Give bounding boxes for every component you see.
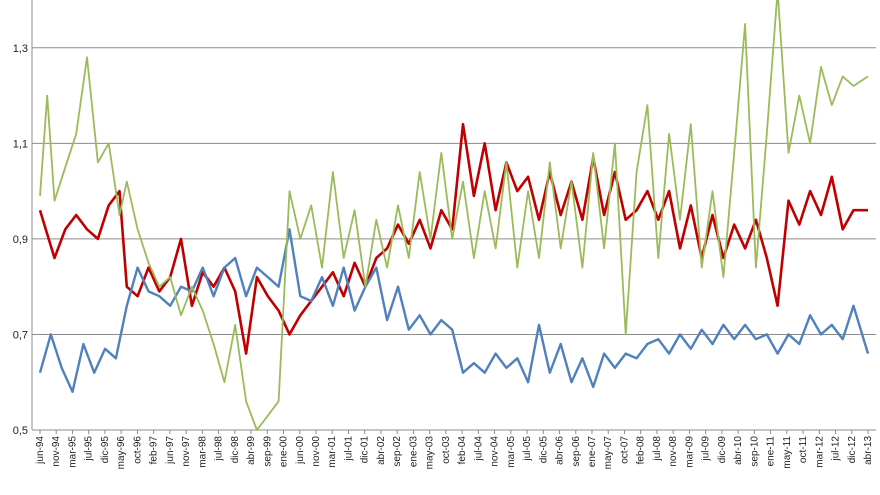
x-tick-label: jul-98 bbox=[214, 436, 225, 462]
x-axis-ticks: jun-94 nov-94 mar-95 jul-95 dic-95 may-96 oct-… bbox=[35, 430, 874, 469]
series-line-3 bbox=[39, 0, 869, 431]
x-tick-label: oct-96 bbox=[132, 436, 143, 464]
x-tick-label: dic-95 bbox=[100, 436, 111, 464]
x-tick-label: may-03 bbox=[425, 436, 436, 470]
x-tick-label: may-07 bbox=[603, 436, 614, 470]
x-tick-label: jun-97 bbox=[165, 436, 176, 465]
x-tick-label: dic-01 bbox=[360, 436, 371, 464]
x-tick-label: dic-12 bbox=[847, 436, 858, 464]
x-tick-label: abr-99 bbox=[246, 436, 257, 465]
x-tick-label: jul-01 bbox=[343, 436, 354, 462]
x-tick-label: ene-07 bbox=[587, 436, 598, 468]
x-tick-label: oct-07 bbox=[619, 436, 630, 464]
x-tick-label: dic-05 bbox=[538, 436, 549, 464]
x-tick-label: abr-10 bbox=[733, 436, 744, 465]
x-tick-label: sep-02 bbox=[392, 436, 403, 467]
x-tick-label: jul-12 bbox=[831, 436, 842, 462]
x-tick-label: feb-08 bbox=[636, 436, 647, 465]
y-tick-label: 0,5 bbox=[13, 425, 28, 437]
x-tick-label: sep-10 bbox=[749, 436, 760, 467]
x-tick-label: mar-05 bbox=[506, 436, 517, 468]
x-tick-label: abr-13 bbox=[863, 436, 874, 465]
x-tick-label: mar-09 bbox=[684, 436, 695, 468]
x-tick-label: jul-05 bbox=[522, 436, 533, 462]
x-tick-label: dic-09 bbox=[717, 436, 728, 464]
series-line-2 bbox=[38, 228, 870, 393]
x-tick-label: abr-06 bbox=[555, 436, 566, 465]
y-tick-label: 0,9 bbox=[13, 234, 28, 246]
x-tick-label: oct-11 bbox=[798, 436, 809, 463]
x-tick-label: ene-11 bbox=[766, 436, 777, 467]
x-tick-label: sep-99 bbox=[262, 436, 273, 467]
x-tick-label: sep-06 bbox=[571, 436, 582, 467]
y-axis-ticks: 0,5 0,7 0,9 1,1 1,3 bbox=[13, 43, 28, 437]
x-tick-label: jul-08 bbox=[652, 436, 663, 462]
x-tick-label: nov-04 bbox=[490, 436, 501, 467]
x-tick-label: oct-03 bbox=[441, 436, 452, 464]
x-tick-label: jun-94 bbox=[35, 436, 46, 465]
x-tick-label: mar-01 bbox=[327, 436, 338, 468]
x-tick-label: nov-00 bbox=[311, 436, 322, 467]
x-tick-label: nov-94 bbox=[51, 436, 62, 467]
x-tick-label: ene-03 bbox=[408, 436, 419, 468]
y-tick-label: 0,7 bbox=[13, 329, 28, 341]
x-tick-label: dic-98 bbox=[230, 436, 241, 464]
x-tick-label: may-11 bbox=[782, 436, 793, 469]
x-tick-label: abr-02 bbox=[376, 436, 387, 465]
x-tick-label: nov-97 bbox=[181, 436, 192, 467]
x-tick-label: mar-95 bbox=[67, 436, 78, 468]
y-tick-label: 1,1 bbox=[13, 138, 28, 150]
x-tick-label: ene-00 bbox=[279, 436, 290, 468]
x-tick-label: mar-98 bbox=[197, 436, 208, 468]
x-tick-label: feb-97 bbox=[149, 436, 160, 465]
x-tick-label: mar-12 bbox=[814, 436, 825, 468]
x-tick-label: jul-09 bbox=[701, 436, 712, 462]
x-tick-label: feb-04 bbox=[457, 436, 468, 465]
series-line-1 bbox=[38, 122, 868, 355]
gridlines bbox=[31, 0, 876, 431]
x-tick-label: jun-00 bbox=[295, 436, 306, 465]
x-tick-label: jul-04 bbox=[473, 436, 484, 462]
y-tick-label: 1,3 bbox=[13, 43, 28, 55]
series-lines bbox=[38, 0, 870, 431]
x-tick-label: nov-08 bbox=[668, 436, 679, 467]
x-tick-label: may-96 bbox=[116, 436, 127, 470]
x-tick-label: jul-95 bbox=[84, 436, 95, 462]
